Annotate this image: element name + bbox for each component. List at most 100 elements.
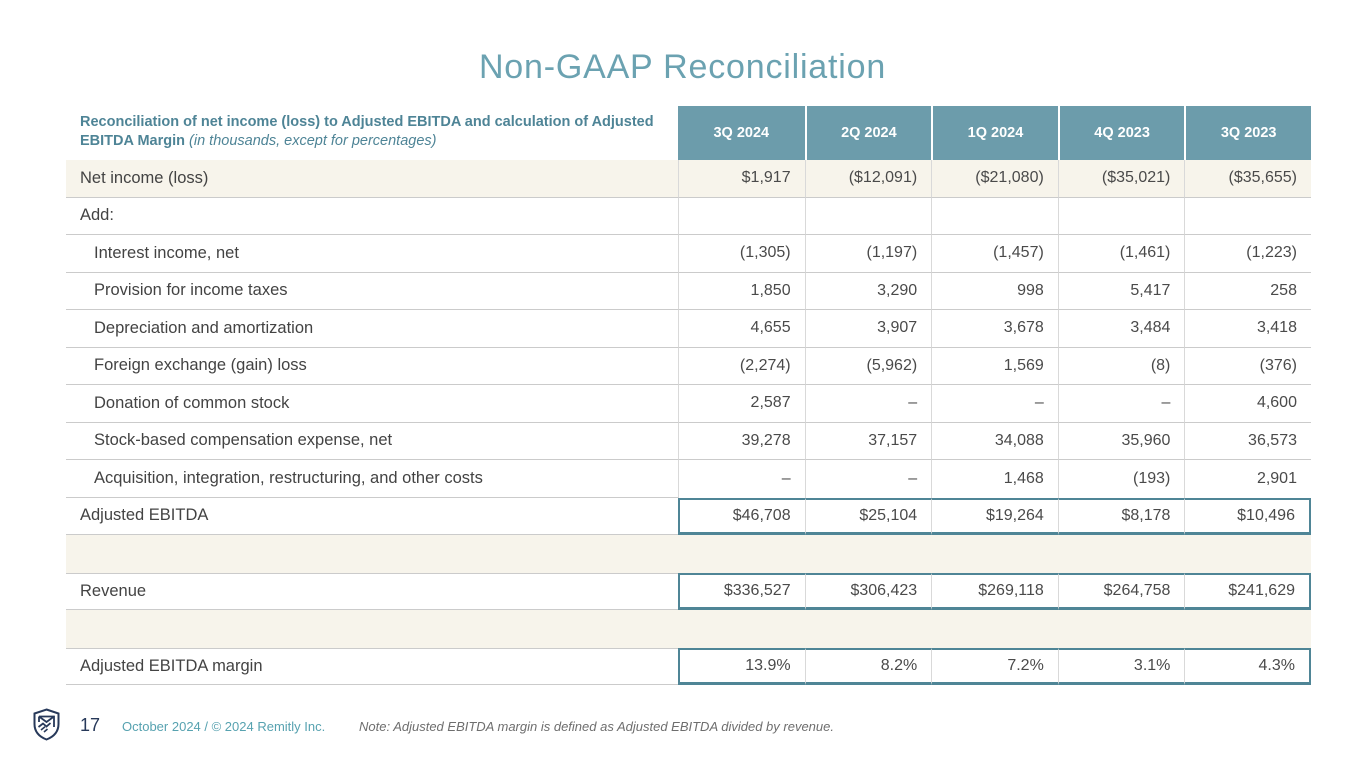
value-cell: $241,629 [1184,572,1311,610]
table-row: Revenue $336,527 $306,423 $269,118 $264,758 $… [66,572,1311,610]
page-number: 17 [80,715,101,735]
table-row: Provision for income taxes 1,850 3,290 998 5… [66,272,1311,310]
value-cell [804,197,932,235]
value-cell: 3,418 [1184,310,1311,348]
table-row: Donation of common stock 2,587– – –4,600 [66,385,1311,423]
value-cell: $10,496 [1184,497,1311,535]
row-label: Adjusted EBITDA margin [66,647,678,685]
row-label: Stock-based compensation expense, net [66,422,678,460]
reconciliation-table: Reconciliation of net income (loss) to A… [66,106,1311,685]
row-label: Interest income, net [66,235,678,273]
value-cell: 7.2% [931,647,1058,685]
value-cell [1184,197,1311,235]
spacer-row [66,535,1311,573]
remitly-shield-handshake-logo-icon [33,708,60,746]
table-row: Adjusted EBITDA margin 13.9% 8.2% 7.2% 3.1% 4… [66,647,1311,685]
value-cell: ($12,091) [804,160,932,198]
value-cell: ($21,080) [931,160,1058,198]
row-label: Acquisition, integration, restructuring,… [66,460,678,498]
value-cell: (193) [1057,460,1185,498]
row-label: Revenue [66,572,678,610]
value-cell: 3,907 [804,310,932,348]
value-cell [678,197,805,235]
value-cell: $19,264 [931,497,1058,535]
value-cell: – [931,385,1058,423]
value-cell: 3,290 [804,272,932,310]
value-cell: $8,178 [1057,497,1185,535]
value-cell: ($35,655) [1184,160,1311,198]
table-row: Acquisition, integration, restructuring,… [66,460,1311,498]
table-row: Adjusted EBITDA $46,708 $25,104 $19,264 $8,1… [66,497,1311,535]
value-cell: 998 [931,272,1058,310]
value-cell: 3,484 [1057,310,1185,348]
row-label: Provision for income taxes [66,272,678,310]
value-cell: 39,278 [678,422,805,460]
table-row: Foreign exchange (gain) loss (2,274) (5,96… [66,347,1311,385]
value-cell: 1,850 [678,272,805,310]
column-header-4q-2023: 4Q 2023 [1057,106,1185,160]
column-header-3q-2024: 3Q 2024 [678,106,805,160]
value-cell: 4,655 [678,310,805,348]
column-header-3q-2023: 3Q 2023 [1184,106,1311,160]
value-cell: (2,274) [678,347,805,385]
column-header-1q-2024: 1Q 2024 [931,106,1058,160]
value-cell: $46,708 [678,497,805,535]
value-cell: ($35,021) [1057,160,1185,198]
row-label: Adjusted EBITDA [66,497,678,535]
value-cell: $336,527 [678,572,805,610]
page-title: Non-GAAP Reconciliation [478,48,887,86]
column-header-2q-2024: 2Q 2024 [804,106,932,160]
value-cell: 5,417 [1057,272,1185,310]
value-cell: $264,758 [1057,572,1185,610]
value-cell: (1,223) [1184,235,1311,273]
value-cell: (1,305) [678,235,805,273]
table-header-row: Reconciliation of net income (loss) to A… [66,106,1311,160]
value-cell: (5,962) [804,347,932,385]
table-header-description-italic: (in thousands, except for percentages) [189,133,437,149]
table-header-description-bold: Reconciliation of net income (loss) to A… [80,114,654,149]
value-cell: – [804,460,932,498]
value-cell: 34,088 [931,422,1058,460]
value-cell: – [804,385,932,423]
value-cell: 2,901 [1184,460,1311,498]
row-label: Add: [66,197,678,235]
value-cell: 1,468 [931,460,1058,498]
value-cell [931,197,1058,235]
spacer-band [66,535,1311,573]
value-cell: 36,573 [1184,422,1311,460]
slide-footer: 17 October 2024 / © 2024 Remitly Inc. No… [0,708,1365,746]
value-cell: 4,600 [1184,385,1311,423]
value-cell: 8.2% [804,647,932,685]
value-cell: – [1057,385,1185,423]
value-cell: 3,678 [931,310,1058,348]
value-cell: (1,457) [931,235,1058,273]
table-row: Stock-based compensation expense, net 39,… [66,422,1311,460]
table-row: Depreciation and amortization 4,655 3,907 3… [66,310,1311,348]
value-cell [1057,197,1185,235]
footer-copyright: October 2024 / © 2024 Remitly Inc. [122,719,326,734]
spacer-row [66,610,1311,648]
value-cell: 37,157 [804,422,932,460]
row-label: Depreciation and amortization [66,310,678,348]
value-cell: 1,569 [931,347,1058,385]
value-cell: $269,118 [931,572,1058,610]
table-row: Net income (loss) $1,917 ($12,091) ($21,080… [66,160,1311,198]
value-cell: 4.3% [1184,647,1311,685]
value-cell: 13.9% [678,647,805,685]
value-cell: 2,587 [678,385,805,423]
value-cell: 3.1% [1057,647,1185,685]
table-header-description: Reconciliation of net income (loss) to A… [66,106,678,160]
value-cell: 35,960 [1057,422,1185,460]
value-cell: – [678,460,805,498]
value-cell: (8) [1057,347,1185,385]
value-cell: 258 [1184,272,1311,310]
spacer-band [66,610,1311,648]
value-cell: $1,917 [678,160,805,198]
value-cell: (1,197) [804,235,932,273]
table-row: Interest income, net (1,305) (1,197) (1,457… [66,235,1311,273]
row-label: Foreign exchange (gain) loss [66,347,678,385]
row-label: Net income (loss) [66,160,678,198]
footer-note: Note: Adjusted EBITDA margin is defined … [359,719,834,734]
value-cell: $306,423 [804,572,932,610]
